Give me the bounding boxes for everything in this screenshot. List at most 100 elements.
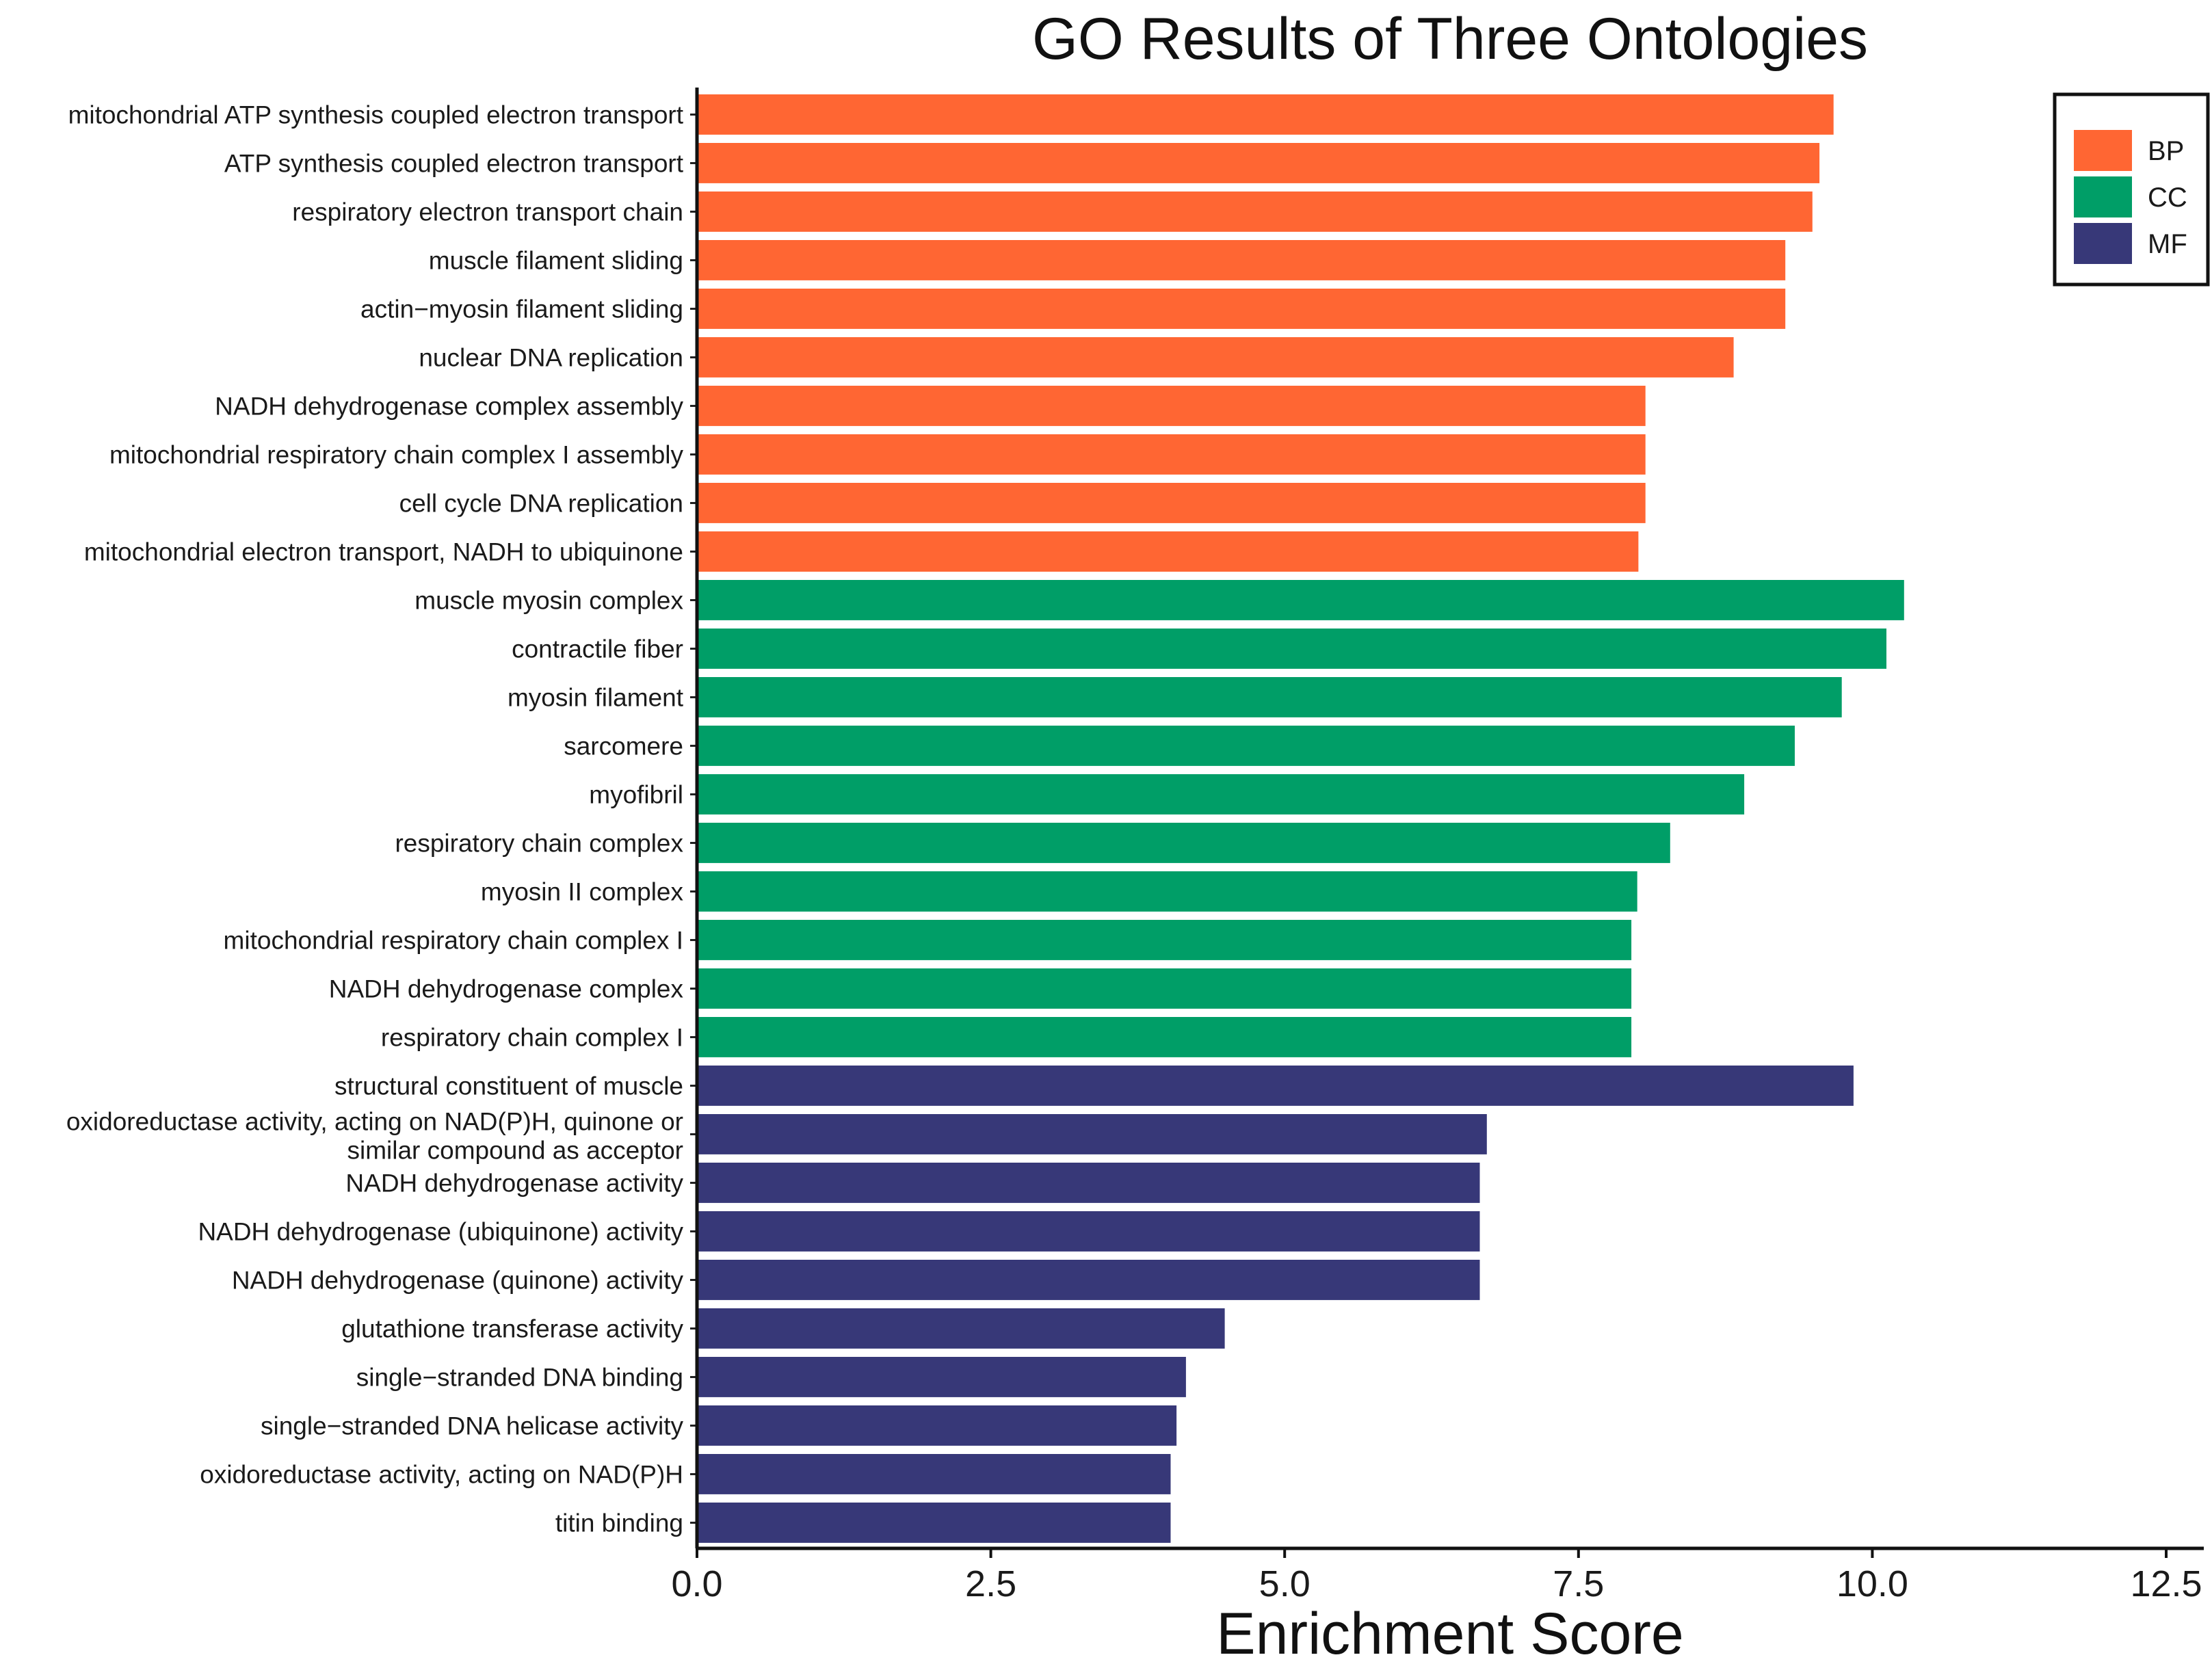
- bar-cc: [697, 1017, 1632, 1057]
- category-label-line: ATP synthesis coupled electron transport: [224, 150, 684, 178]
- category-label: myofibril: [589, 781, 683, 809]
- category-label-line: glutathione transferase activity: [341, 1315, 683, 1343]
- bar-mf: [697, 1114, 1487, 1154]
- x-tick-label: 10.0: [1836, 1563, 1908, 1604]
- category-label: mitochondrial respiratory chain complex …: [224, 927, 683, 955]
- bar-mf: [697, 1405, 1177, 1446]
- category-label: sarcomere: [564, 732, 683, 761]
- category-label: oxidoreductase activity, acting on NAD(P…: [66, 1108, 683, 1165]
- category-label: mitochondrial ATP synthesis coupled elec…: [68, 101, 684, 129]
- category-label: ATP synthesis coupled electron transport: [224, 150, 684, 178]
- bar-bp: [697, 337, 1734, 378]
- category-label: muscle filament sliding: [429, 247, 683, 275]
- category-label-line: oxidoreductase activity, acting on NAD(P…: [200, 1461, 683, 1489]
- bar-bp: [697, 94, 1834, 135]
- category-label: myosin filament: [508, 684, 684, 712]
- category-label-line: cell cycle DNA replication: [399, 490, 683, 518]
- category-label-line: actin−myosin filament sliding: [360, 295, 683, 323]
- chart-title: GO Results of Three Ontologies: [1032, 6, 1868, 72]
- legend: BP CC MF: [2053, 92, 2210, 287]
- category-label-line: myosin II complex: [481, 878, 684, 906]
- category-label: nuclear DNA replication: [419, 344, 683, 372]
- category-label: titin binding: [555, 1509, 683, 1537]
- bar-bp: [697, 240, 1786, 280]
- x-tick-label: 5.0: [1259, 1563, 1311, 1604]
- bar-bp: [697, 386, 1646, 426]
- category-label: mitochondrial electron transport, NADH t…: [84, 538, 683, 566]
- category-label: NADH dehydrogenase (quinone) activity: [232, 1267, 684, 1295]
- legend-swatch-mf: [2074, 223, 2132, 264]
- category-label-line: single−stranded DNA binding: [356, 1364, 683, 1392]
- bar-cc: [697, 629, 1886, 669]
- legend-label-mf: MF: [2148, 229, 2187, 259]
- category-label: oxidoreductase activity, acting on NAD(P…: [200, 1461, 683, 1489]
- bar-bp: [697, 289, 1786, 329]
- category-label-line: mitochondrial respiratory chain complex …: [224, 927, 683, 955]
- category-label-line: NADH dehydrogenase (ubiquinone) activity: [198, 1218, 683, 1246]
- category-label: mitochondrial respiratory chain complex …: [109, 441, 684, 469]
- category-label: NADH dehydrogenase complex: [329, 975, 684, 1003]
- category-label-line: mitochondrial ATP synthesis coupled elec…: [68, 101, 684, 129]
- category-label-line: NADH dehydrogenase activity: [345, 1169, 683, 1198]
- category-label-line: NADH dehydrogenase complex assembly: [215, 393, 683, 421]
- category-label-line: myosin filament: [508, 684, 684, 712]
- bar-cc: [697, 677, 1842, 717]
- x-tick-label: 2.5: [965, 1563, 1016, 1604]
- bar-mf: [697, 1357, 1186, 1397]
- category-label-line: muscle myosin complex: [414, 587, 683, 615]
- bars-layer: [697, 94, 1904, 1543]
- category-label-line: respiratory chain complex I: [381, 1024, 683, 1052]
- bar-bp: [697, 191, 1813, 232]
- x-tick-label: 7.5: [1553, 1563, 1604, 1604]
- category-label: myosin II complex: [481, 878, 684, 906]
- category-labels: mitochondrial ATP synthesis coupled elec…: [66, 101, 697, 1537]
- category-label-line: sarcomere: [564, 732, 683, 761]
- category-label-line: titin binding: [555, 1509, 683, 1537]
- category-label-line: structural constituent of muscle: [334, 1072, 683, 1100]
- category-label-line: similar compound as acceptor: [347, 1137, 684, 1165]
- category-label: respiratory electron transport chain: [292, 198, 683, 226]
- legend-swatch-cc: [2074, 176, 2132, 217]
- bar-mf: [697, 1163, 1480, 1203]
- bar-mf: [697, 1260, 1480, 1300]
- category-label: NADH dehydrogenase activity: [345, 1169, 683, 1198]
- bar-bp: [697, 434, 1646, 475]
- axes: [695, 88, 2204, 1550]
- category-label: single−stranded DNA helicase activity: [261, 1412, 684, 1440]
- category-label-line: NADH dehydrogenase complex: [329, 975, 684, 1003]
- category-label: contractile fiber: [512, 635, 683, 663]
- bar-bp: [697, 143, 1820, 183]
- bar-mf: [697, 1503, 1171, 1543]
- category-label-line: respiratory chain complex: [395, 830, 683, 858]
- bar-cc: [697, 726, 1795, 766]
- bar-bp: [697, 483, 1646, 523]
- bar-mf: [697, 1211, 1480, 1252]
- legend-label-cc: CC: [2148, 183, 2187, 213]
- bar-mf: [697, 1308, 1225, 1349]
- category-label: NADH dehydrogenase (ubiquinone) activity: [198, 1218, 683, 1246]
- category-label: respiratory chain complex: [395, 830, 683, 858]
- category-label: muscle myosin complex: [414, 587, 683, 615]
- legend-swatch-bp: [2074, 130, 2132, 171]
- bar-mf: [697, 1454, 1171, 1494]
- x-tick-label: 12.5: [2130, 1563, 2202, 1604]
- bar-cc: [697, 871, 1637, 912]
- bar-cc: [697, 580, 1904, 620]
- bar-cc: [697, 774, 1745, 815]
- category-label-line: oxidoreductase activity, acting on NAD(P…: [66, 1108, 683, 1136]
- category-label-line: mitochondrial electron transport, NADH t…: [84, 538, 683, 566]
- bar-bp: [697, 531, 1639, 572]
- category-label: glutathione transferase activity: [341, 1315, 683, 1343]
- legend-label-bp: BP: [2148, 136, 2184, 166]
- category-label: single−stranded DNA binding: [356, 1364, 683, 1392]
- bar-cc: [697, 920, 1632, 960]
- x-axis-title: Enrichment Score: [1216, 1601, 1684, 1666]
- category-label-line: nuclear DNA replication: [419, 344, 683, 372]
- category-label: respiratory chain complex I: [381, 1024, 683, 1052]
- category-label: structural constituent of muscle: [334, 1072, 683, 1100]
- category-label-line: myofibril: [589, 781, 683, 809]
- bar-cc: [697, 968, 1632, 1009]
- category-label-line: respiratory electron transport chain: [292, 198, 683, 226]
- category-label-line: contractile fiber: [512, 635, 683, 663]
